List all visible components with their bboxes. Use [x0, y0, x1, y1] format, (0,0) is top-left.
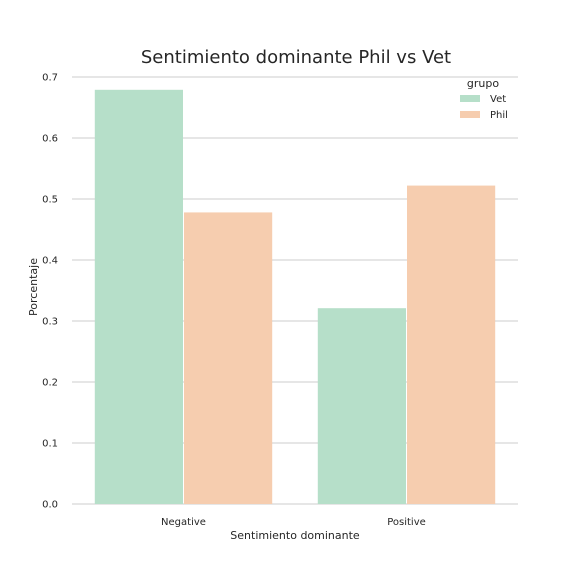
- bar-phil-negative: [184, 212, 273, 505]
- x-tick-label-1: Positive: [387, 517, 426, 528]
- y-tick-label-6: 0.6: [42, 134, 58, 145]
- legend: grupo Vet Phil: [460, 77, 508, 121]
- bar-phil-positive: [407, 185, 496, 504]
- y-tick-label-4: 0.4: [42, 256, 58, 267]
- bar-vet-positive: [317, 308, 406, 504]
- y-tick-label-2: 0.2: [42, 378, 58, 389]
- x-axis-label: Sentimiento dominante: [230, 529, 360, 542]
- x-tick-label-0: Negative: [161, 517, 206, 528]
- legend-swatch-vet: [460, 95, 480, 102]
- y-tick-label-7: 0.7: [42, 73, 58, 84]
- chart-title: Sentimiento dominante Phil vs Vet: [141, 47, 451, 68]
- y-tick-label-3: 0.3: [42, 317, 58, 328]
- y-tick-label-0: 0.0: [42, 500, 58, 511]
- legend-swatch-phil: [460, 111, 480, 118]
- legend-label-vet: Vet: [490, 94, 506, 105]
- x-tick-labels: Negative Positive: [161, 517, 426, 528]
- y-tick-label-1: 0.1: [42, 439, 58, 450]
- bar-vet-negative: [94, 89, 183, 504]
- bars: [94, 89, 496, 505]
- y-tick-label-5: 0.5: [42, 195, 58, 206]
- y-tick-labels: 0.0 0.1 0.2 0.3 0.4 0.5 0.6 0.7: [42, 73, 58, 511]
- legend-title: grupo: [467, 77, 499, 90]
- y-axis-label: Porcentaje: [27, 258, 40, 316]
- legend-label-phil: Phil: [490, 110, 508, 121]
